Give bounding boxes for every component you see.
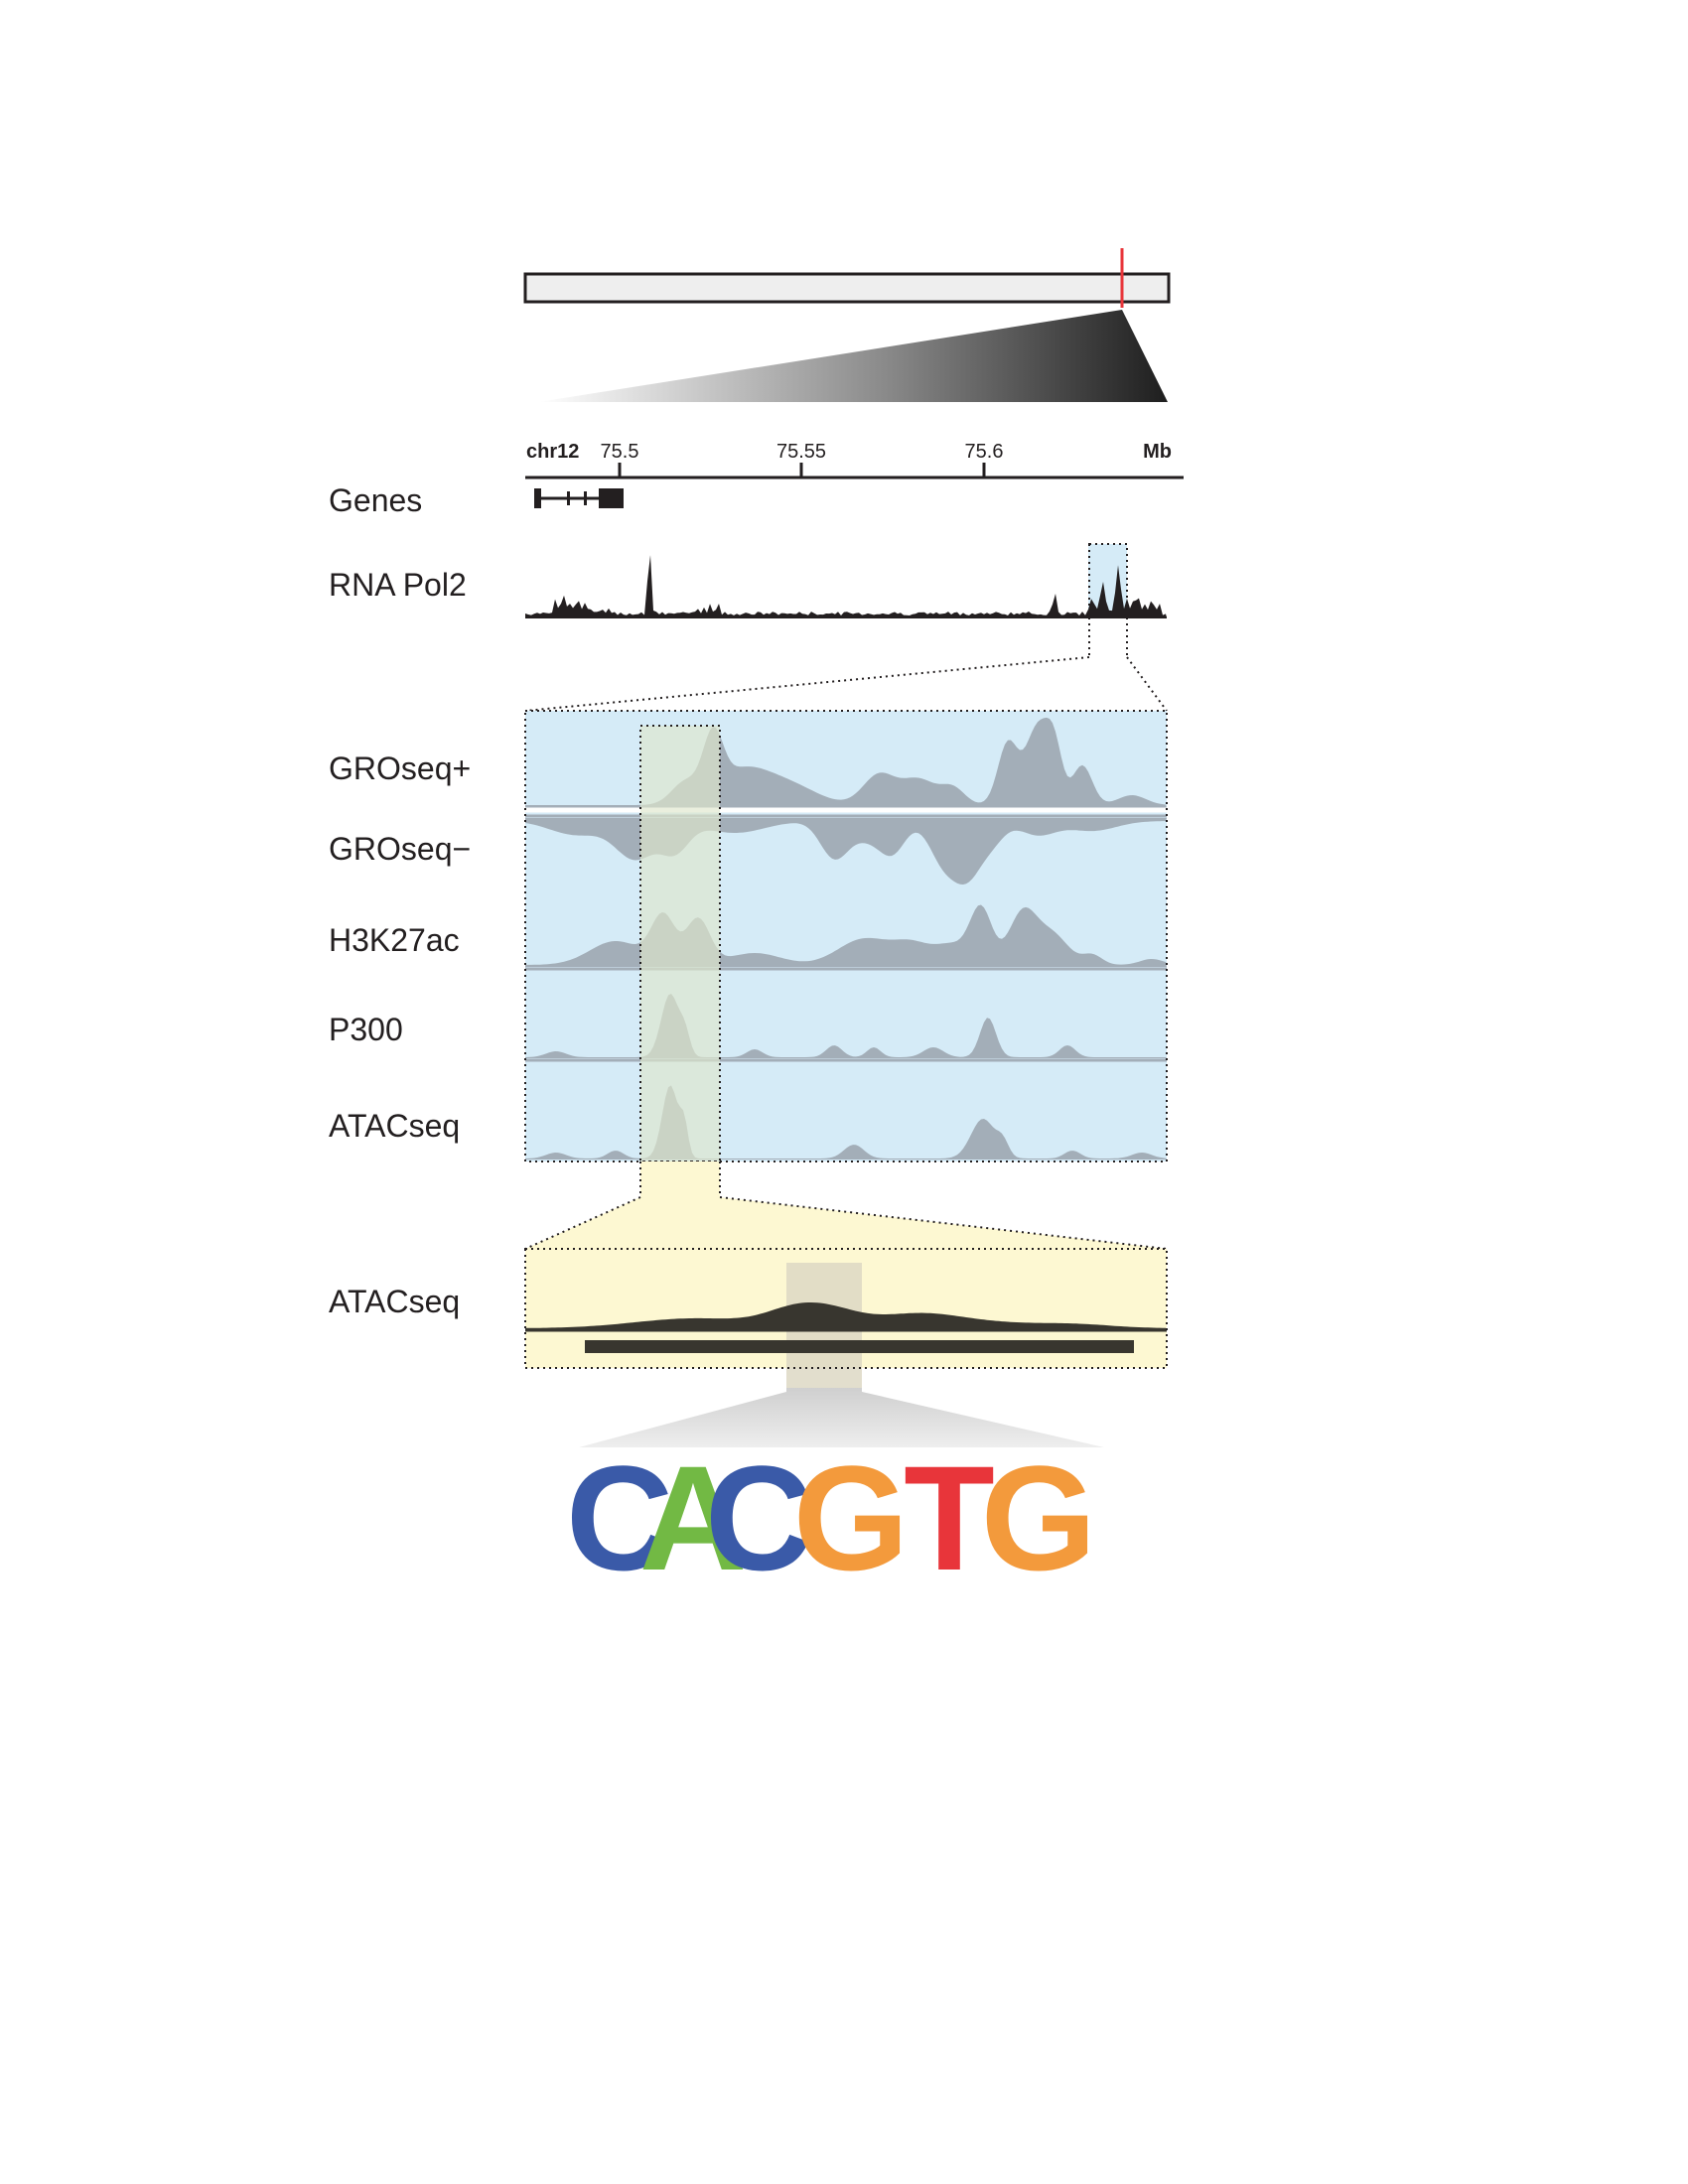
- motif-zoom-wedge: [579, 1388, 1104, 1447]
- atacseq-zoom-signal: [525, 1302, 1167, 1330]
- peak-region-bar: [585, 1340, 1134, 1353]
- track-label-atacseq: ATACseq: [329, 1108, 460, 1144]
- zoom-panel-1-border: [524, 710, 1168, 1162]
- track-label-groseq-plus: GROseq+: [329, 751, 471, 786]
- gene-model: [534, 488, 624, 508]
- axis-unit-label: Mb: [1143, 441, 1172, 463]
- rna-pol2-track: [525, 543, 1167, 618]
- track-label-rna-pol2: RNA Pol2: [329, 567, 467, 603]
- track-label-p300: P300: [329, 1012, 403, 1047]
- track-label-groseq-minus: GROseq−: [329, 831, 471, 867]
- rna-pol2-signal: [525, 555, 1167, 617]
- motif-letter: G: [793, 1434, 910, 1601]
- axis-tick-label: 75.6: [965, 441, 1004, 463]
- motif-letter: A: [639, 1434, 747, 1601]
- track-label-h3k27ac: H3K27ac: [329, 922, 460, 958]
- zoom-connector-1: [524, 617, 1168, 712]
- zoom-connector-2: [524, 1161, 1168, 1250]
- enhancer-highlight: [640, 726, 720, 1161]
- motif-letter: C: [705, 1434, 812, 1601]
- axis-chrom-label: chr12: [526, 441, 579, 463]
- axis-tick-label: 75.5: [601, 441, 639, 463]
- track-label-atacseq-zoom: ATACseq: [329, 1284, 460, 1319]
- axis-tick-label: 75.55: [776, 441, 826, 463]
- track-label-genes: Genes: [329, 482, 422, 518]
- motif-letter: G: [981, 1434, 1097, 1601]
- zoom-panel-2-border: [524, 1248, 1168, 1369]
- coordinate-axis: chr12 75.5 75.55 75.6 Mb: [525, 441, 1184, 479]
- zoom-connector-2-fill: [525, 1161, 1167, 1249]
- motif-letter: T: [904, 1434, 995, 1601]
- chromosome-zoom-wedge: [538, 310, 1168, 402]
- motif-letter: C: [566, 1434, 673, 1601]
- chromosome-ideogram: [523, 272, 1171, 304]
